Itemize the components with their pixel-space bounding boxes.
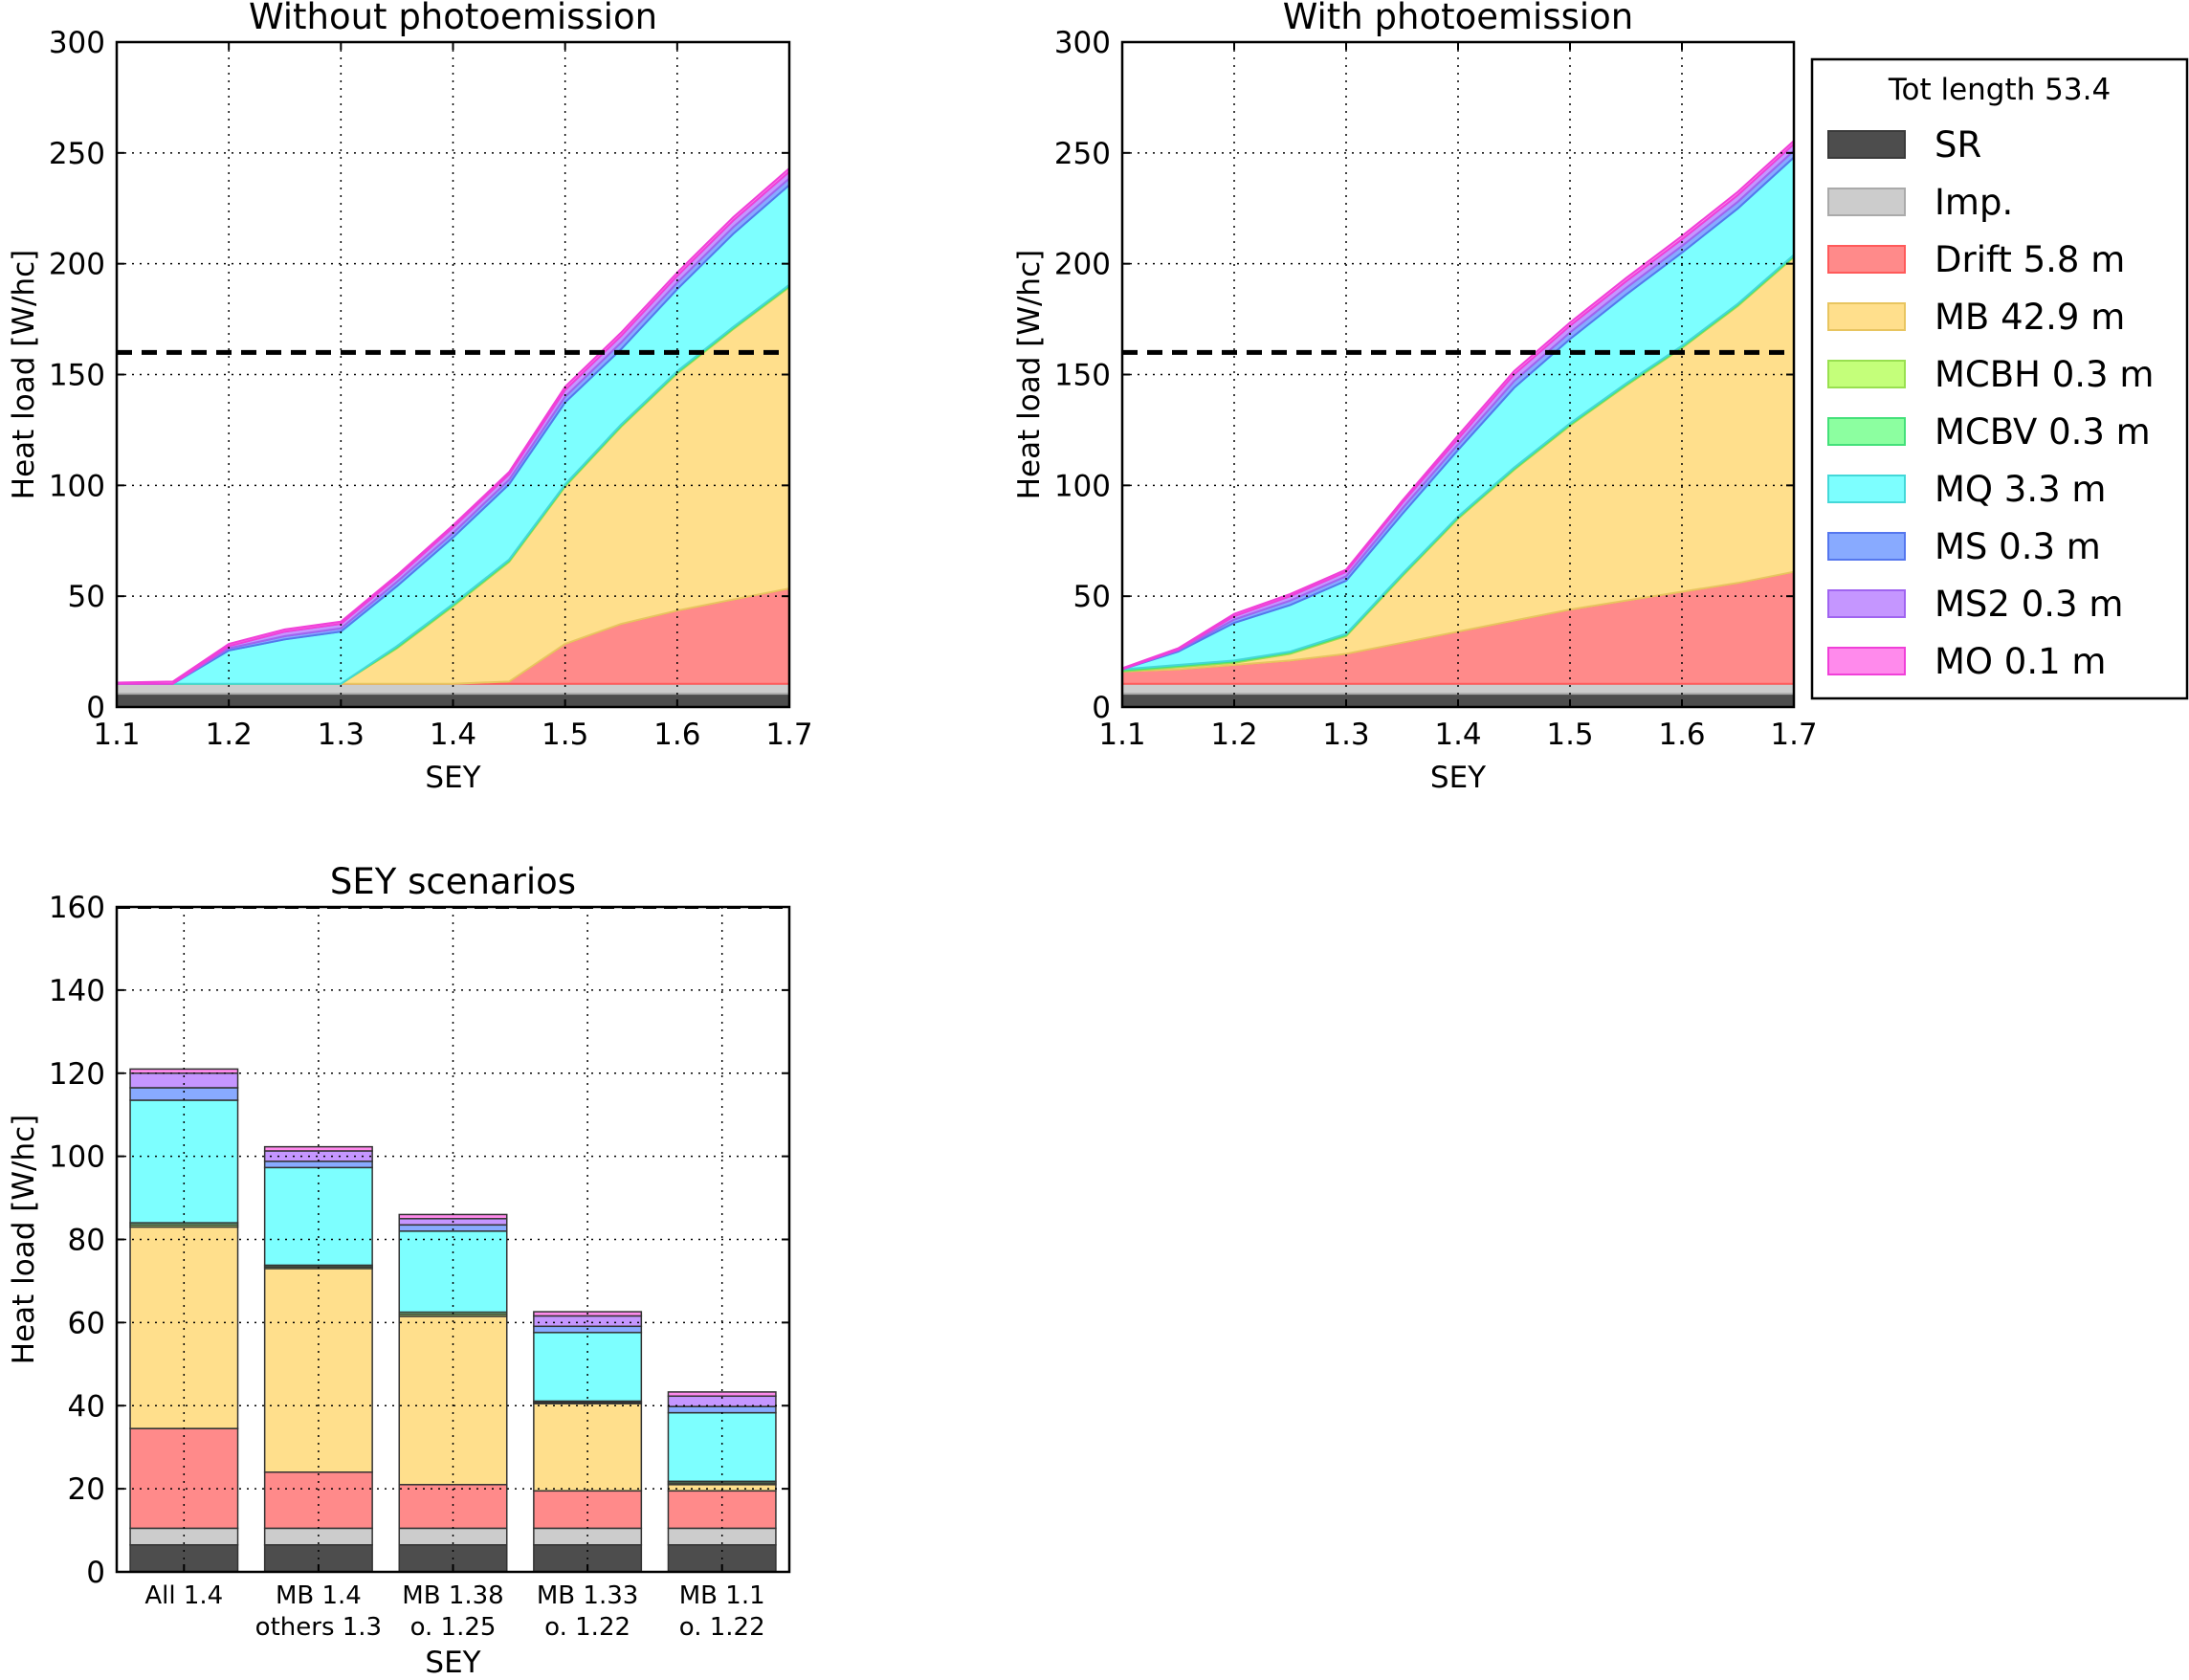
x-tick-label: 1.3 xyxy=(318,718,365,752)
bar-segment-2 xyxy=(398,1484,508,1530)
x-tick-label: 1.4 xyxy=(1434,718,1481,752)
y-tick-label: 40 xyxy=(68,1389,105,1424)
area-chart-1: 1.1 1.2 1.3 1.4 1.5 1.6 1.7 0 50 100 150 200 250 300 W… xyxy=(1012,0,1818,795)
x-axis-label: SEY xyxy=(425,761,480,795)
y-axis-label: Heat load [W/hc] xyxy=(7,1115,41,1364)
legend-swatch-0 xyxy=(1827,130,1906,159)
legend-label-5: MCBV 0.3 m xyxy=(1935,411,2151,453)
legend-swatch-9 xyxy=(1827,647,1906,675)
bar-segment-6 xyxy=(667,1411,777,1483)
y-tick-label: 80 xyxy=(68,1224,105,1258)
legend-label-0: SR xyxy=(1935,124,1981,166)
y-tick-label: 300 xyxy=(49,26,105,60)
x-axis-label: SEY xyxy=(425,1646,480,1680)
legend-label-1: Imp. xyxy=(1935,182,2013,223)
y-tick-label: 100 xyxy=(49,1140,105,1175)
category-label: o. 1.25 xyxy=(410,1613,497,1642)
y-tick-label: 20 xyxy=(68,1472,105,1507)
bar-segment-2 xyxy=(129,1427,239,1530)
bar-segment-9 xyxy=(263,1145,373,1152)
bar-segment-3 xyxy=(263,1268,373,1473)
y-tick-label: 100 xyxy=(1054,469,1111,503)
legend-swatch-2 xyxy=(1827,245,1906,274)
x-tick-label: 1.3 xyxy=(1322,718,1369,752)
legend-swatch-7 xyxy=(1827,532,1906,561)
x-tick-label: 1.7 xyxy=(765,718,812,752)
legend-label-3: MB 42.9 m xyxy=(1935,297,2125,338)
legend-title: Tot length 53.4 xyxy=(1888,73,2111,107)
legend-label-2: Drift 5.8 m xyxy=(1935,239,2125,280)
bar-segment-2 xyxy=(533,1490,643,1530)
category-label: All 1.4 xyxy=(144,1581,223,1610)
legend: Tot length 53.4 SR Imp. Drift 5.8 m MB 42.9 … xyxy=(1810,57,2189,700)
y-tick-label: 100 xyxy=(49,469,105,503)
y-tick-label: 50 xyxy=(1073,580,1111,614)
y-tick-label: 60 xyxy=(68,1306,105,1340)
x-tick-label: 1.5 xyxy=(1546,718,1593,752)
category-label: o. 1.22 xyxy=(544,1613,630,1642)
legend-swatch-6 xyxy=(1827,475,1906,503)
legend-label-6: MQ 3.3 m xyxy=(1935,469,2106,510)
x-tick-label: 1.2 xyxy=(206,718,253,752)
bar-segment-7 xyxy=(263,1161,373,1169)
y-tick-label: 300 xyxy=(1054,26,1111,60)
bar-segment-3 xyxy=(533,1403,643,1492)
legend-label-9: MO 0.1 m xyxy=(1935,641,2106,682)
category-label: MB 1.1 xyxy=(679,1581,765,1610)
legend-swatch-5 xyxy=(1827,417,1906,446)
legend-swatch-4 xyxy=(1827,360,1906,388)
chart-title: With photoemission xyxy=(1283,0,1634,37)
y-tick-label: 120 xyxy=(49,1057,105,1092)
x-tick-label: 1.1 xyxy=(1098,718,1145,752)
legend-swatch-1 xyxy=(1827,188,1906,216)
bar-segment-9 xyxy=(398,1213,508,1220)
y-tick-label: 200 xyxy=(1054,248,1111,282)
bar-segment-6 xyxy=(263,1166,373,1267)
category-label: MB 1.4 xyxy=(276,1581,362,1610)
x-tick-label: 1.4 xyxy=(430,718,476,752)
y-tick-label: 250 xyxy=(1054,137,1111,171)
bar-segment-7 xyxy=(667,1405,777,1414)
y-tick-label: 0 xyxy=(1092,691,1111,725)
legend-label-7: MS 0.3 m xyxy=(1935,526,2101,567)
bar-segment-9 xyxy=(667,1391,777,1398)
y-axis-label: Heat load [W/hc] xyxy=(7,250,41,499)
y-tick-label: 0 xyxy=(86,691,105,725)
y-tick-label: 250 xyxy=(49,137,105,171)
legend-label-8: MS2 0.3 m xyxy=(1935,584,2123,625)
y-tick-label: 160 xyxy=(49,891,105,925)
area-chart-0: 1.1 1.2 1.3 1.4 1.5 1.6 1.7 0 50 100 150 200 250 300 W… xyxy=(7,0,813,795)
y-tick-label: 50 xyxy=(68,580,105,614)
legend-swatch-3 xyxy=(1827,302,1906,331)
chart-title: SEY scenarios xyxy=(330,861,576,902)
legend-swatch-8 xyxy=(1827,589,1906,618)
y-tick-label: 200 xyxy=(49,248,105,282)
bar-segment-6 xyxy=(398,1230,508,1314)
x-tick-label: 1.2 xyxy=(1210,718,1257,752)
y-tick-label: 150 xyxy=(1054,359,1111,393)
x-tick-label: 1.6 xyxy=(653,718,700,752)
bar-segment-9 xyxy=(129,1068,239,1074)
y-tick-label: 140 xyxy=(49,974,105,1008)
y-tick-label: 0 xyxy=(86,1556,105,1590)
category-label: MB 1.33 xyxy=(537,1581,638,1610)
legend-label-4: MCBH 0.3 m xyxy=(1935,354,2154,395)
x-tick-label: 1.7 xyxy=(1770,718,1817,752)
y-axis-label: Heat load [W/hc] xyxy=(1012,250,1047,499)
x-tick-label: 1.5 xyxy=(542,718,588,752)
category-label: o. 1.22 xyxy=(679,1613,765,1642)
category-label: others 1.3 xyxy=(255,1613,382,1642)
x-tick-label: 1.6 xyxy=(1658,718,1705,752)
category-label: MB 1.38 xyxy=(402,1581,503,1610)
bar-chart: 0 20 40 60 80 100 120 140 160 All 1.4 MB 1.4 others… xyxy=(7,861,791,1680)
y-tick-label: 150 xyxy=(49,359,105,393)
bar-segment-6 xyxy=(129,1099,239,1224)
x-axis-label: SEY xyxy=(1430,761,1486,795)
chart-title: Without photoemission xyxy=(249,0,657,37)
x-tick-label: 1.1 xyxy=(93,718,140,752)
